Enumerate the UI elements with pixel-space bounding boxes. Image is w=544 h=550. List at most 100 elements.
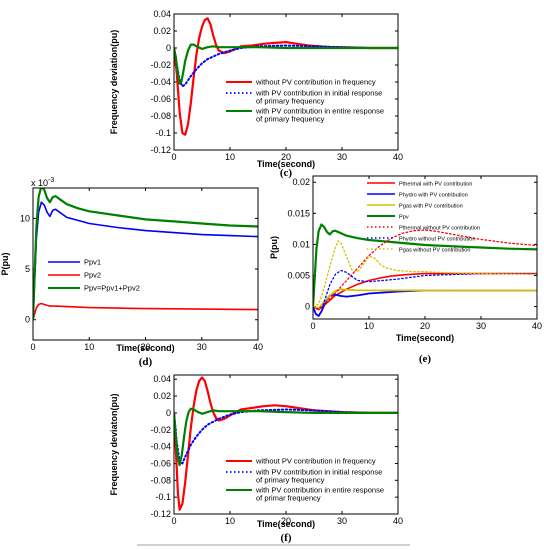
plot-area <box>33 188 258 340</box>
y-tick-label: -0.06 <box>150 94 171 104</box>
legend-item: Pgas without PV contribution <box>367 248 471 254</box>
y-tick-label: 5 <box>25 264 30 274</box>
series-group <box>174 376 398 511</box>
y-tick-label: -0.02 <box>150 425 171 435</box>
chart-panel-d: 0 10 20 30 40 0 5 10 Time(second) P(pu) x 10-3 (d) P… <box>0 177 263 368</box>
x-tick-label: 0 <box>171 516 176 526</box>
panel-label: (c) <box>280 167 293 179</box>
legend-item: Pthermal with PV contribution <box>367 182 472 188</box>
legend-label: of primary frequency <box>256 115 325 124</box>
x-tick-label: 0 <box>171 152 176 162</box>
legend-label: with PV contribution in initial response <box>255 468 382 477</box>
y-axis-label: Frequency deviation(pu) <box>109 30 119 135</box>
chart-panel-c: 0 10 20 30 40 -0.12 -0.1 -0.08 -0.06 -0.04 -0.02 0 0… <box>109 9 403 179</box>
x-tick-label: 30 <box>197 342 207 352</box>
x-tick-label: 40 <box>393 152 403 162</box>
y-tick-label: -0.02 <box>150 60 171 70</box>
legend: Ppv1 Ppv2 Ppv=Ppv1+Ppv2 <box>48 258 140 293</box>
y-tick-label: 0 <box>166 43 171 53</box>
x-tick-label: 0 <box>310 321 315 331</box>
plot-area <box>174 375 398 514</box>
panel-label: (d) <box>139 356 153 368</box>
axis-frame <box>312 175 538 320</box>
y-tick-label: -0.1 <box>155 492 171 502</box>
series-line-e-6 <box>313 269 537 318</box>
series-group <box>174 17 398 136</box>
legend-item: with PV contribution in entire responseo… <box>226 107 384 124</box>
legend-item: with PV contribution in initial response… <box>226 468 382 485</box>
x-tick-label: 20 <box>281 152 291 162</box>
y-tick-label: 0 <box>166 408 171 418</box>
legend-label: Ppv <box>399 215 409 221</box>
y-tick-label: -0.04 <box>150 77 171 87</box>
legend-item: Ppv1 <box>48 258 101 267</box>
y-tick-label: -0.08 <box>150 475 171 485</box>
axis-frame <box>32 187 259 341</box>
x-tick-label: 10 <box>225 152 235 162</box>
x-axis-label: Time(second) <box>257 519 315 529</box>
legend-label: Pthermal with PV contribution <box>399 182 472 188</box>
legend-item: Phydro with PV contribution <box>367 193 468 199</box>
legend-item: with PV contribution in initial response… <box>226 89 382 106</box>
series-line-f-3 <box>174 407 398 467</box>
legend-label: Pgas without PV contribution <box>399 248 471 254</box>
legend-item: Ppv2 <box>48 271 101 280</box>
series-group <box>313 223 537 318</box>
legend-label: Pthermal without PV contribution <box>399 226 480 232</box>
x-tick-label: 10 <box>364 321 374 331</box>
legend-item: without PV contribution in frequency <box>226 78 376 87</box>
y-tick-label: 0 <box>25 315 30 325</box>
series-line-d-3 <box>33 188 258 321</box>
y-tick-label: 10 <box>20 213 30 223</box>
legend-item: Pgas with PV contribution <box>367 204 463 210</box>
panel-label: (f) <box>281 532 292 544</box>
legend-item: Ppv=Ppv1+Ppv2 <box>48 284 140 293</box>
y-tick-label: -0.12 <box>150 145 171 155</box>
legend-item: without PV contribution in frequency <box>226 457 376 466</box>
axis-frame <box>173 13 399 151</box>
y-axis-label: Frequency deviaton(pu) <box>109 393 119 495</box>
y-tick-label: -0.08 <box>150 111 171 121</box>
y-axis-label: P(pu) <box>0 253 10 276</box>
legend-label: Phydro without PV contribution <box>399 237 476 243</box>
legend-item: with PV contribution in entire responseo… <box>226 486 384 503</box>
y-tick-label: 0.04 <box>153 374 171 384</box>
legend-item: Phydro without PV contribution <box>367 237 476 243</box>
x-tick-label: 40 <box>253 342 263 352</box>
x-tick-label: 10 <box>84 342 94 352</box>
legend-label: of primary frequency <box>256 97 325 106</box>
y-tick-label: -0.12 <box>150 509 171 519</box>
y-tick-label: 0.015 <box>287 208 310 218</box>
series-line-f-2 <box>174 408 398 465</box>
legend-label: Phydro with PV contribution <box>399 193 468 199</box>
legend-label: Ppv2 <box>84 271 101 280</box>
x-tick-label: 40 <box>532 321 542 331</box>
legend-label: with PV contribution in entire response <box>255 107 384 116</box>
series-line-d-2 <box>33 302 258 321</box>
x-tick-label: 20 <box>281 516 291 526</box>
legend-item: Ppv <box>367 215 409 221</box>
legend-label: without PV contribution in frequency <box>255 78 376 87</box>
y-tick-label: -0.06 <box>150 458 171 468</box>
series-group <box>33 188 258 321</box>
y-tick-label: 0.02 <box>153 391 171 401</box>
legend-label: Ppv1 <box>84 258 101 267</box>
axis-frame <box>173 374 399 515</box>
x-axis-label: Time(second) <box>116 343 174 353</box>
y-tick-label: 0.02 <box>153 26 171 36</box>
plot-area <box>174 14 398 150</box>
x-tick-label: 0 <box>30 342 35 352</box>
x-tick-label: 40 <box>393 516 403 526</box>
chart-panel-f: 0 10 20 30 40 -0.12 -0.1 -0.08 -0.06 -0.04 -0.02 0 0… <box>109 374 403 544</box>
legend: without PV contribution in frequency with… <box>226 78 384 124</box>
x-tick-label: 30 <box>337 516 347 526</box>
series-line-f-1 <box>174 376 398 511</box>
series-line-c-3 <box>174 43 398 85</box>
legend-label: Ppv=Ppv1+Ppv2 <box>84 284 140 293</box>
series-line-c-2 <box>174 44 398 88</box>
x-tick-label: 30 <box>476 321 486 331</box>
panel-label: (e) <box>419 353 432 365</box>
x-tick-label: 30 <box>337 152 347 162</box>
exponent-label: x 10-3 <box>31 177 54 188</box>
